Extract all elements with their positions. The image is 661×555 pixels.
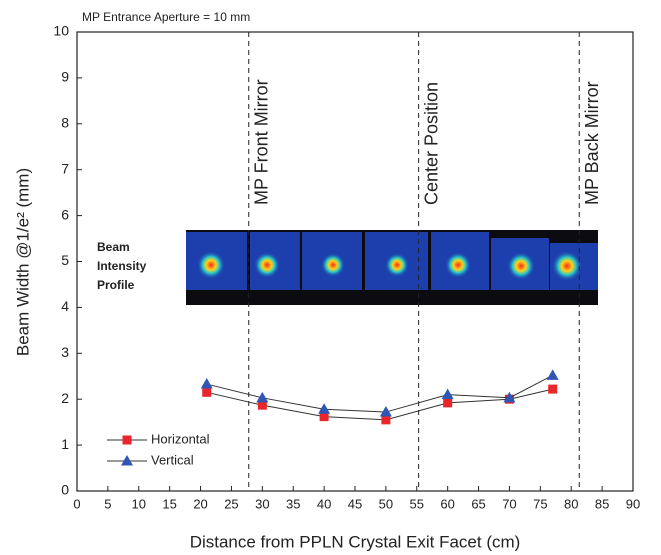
x-tick-label: 90 [626, 496, 640, 511]
x-tick-label: 70 [502, 496, 516, 511]
legend-label: Horizontal [151, 431, 210, 446]
x-tick-label: 85 [595, 496, 609, 511]
y-tick-label: 1 [61, 436, 69, 452]
x-tick-label: 60 [440, 496, 454, 511]
x-tick-label: 45 [348, 496, 362, 511]
point [547, 369, 559, 380]
point [202, 388, 211, 397]
annotation: MP Entrance Aperture = 10 mm [82, 10, 250, 24]
y-tick-label: 4 [61, 298, 69, 314]
x-tick-label: 30 [255, 496, 269, 511]
chart: MP Entrance Aperture = 10 mm Distance fr… [0, 0, 661, 555]
x-tick-label: 35 [286, 496, 300, 511]
x-tick-label: 0 [73, 496, 80, 511]
y-tick-label: 5 [61, 252, 69, 268]
x-tick-label: 5 [104, 496, 111, 511]
x-tick-label: 40 [317, 496, 331, 511]
x-tick-label: 10 [132, 496, 146, 511]
image-label: Beam [97, 240, 130, 254]
point [442, 389, 454, 400]
marker-label: Center Position [421, 82, 441, 205]
beam-image [186, 230, 598, 305]
legend-marker [121, 455, 133, 466]
marker-label: MP Front Mirror [251, 79, 271, 205]
x-tick-label: 65 [471, 496, 485, 511]
legend-marker [123, 436, 132, 445]
y-tick-label: 9 [61, 69, 69, 85]
y-tick-label: 3 [61, 344, 69, 360]
y-tick-label: 7 [61, 160, 69, 176]
y-tick-label: 0 [61, 482, 69, 498]
y-tick-label: 8 [61, 115, 69, 131]
y-tick-label: 6 [61, 206, 69, 222]
x-tick-label: 55 [410, 496, 424, 511]
point [201, 378, 213, 389]
image-label: Profile [97, 278, 135, 292]
x-tick-label: 20 [193, 496, 207, 511]
y-axis-label: Beam Width @1/e² (mm) [13, 168, 32, 356]
marker-label: MP Back Mirror [582, 81, 602, 205]
image-label: Intensity [97, 259, 147, 273]
x-tick-label: 80 [564, 496, 578, 511]
x-tick-label: 25 [224, 496, 238, 511]
point [548, 385, 557, 394]
point [443, 398, 452, 407]
x-axis-label: Distance from PPLN Crystal Exit Facet (c… [190, 532, 521, 551]
x-tick-label: 75 [533, 496, 547, 511]
x-tick-label: 50 [379, 496, 393, 511]
y-tick-label: 2 [61, 390, 69, 406]
x-tick-label: 15 [162, 496, 176, 511]
point [381, 415, 390, 424]
y-tick-label: 10 [53, 23, 69, 39]
legend-label: Vertical [151, 452, 194, 467]
